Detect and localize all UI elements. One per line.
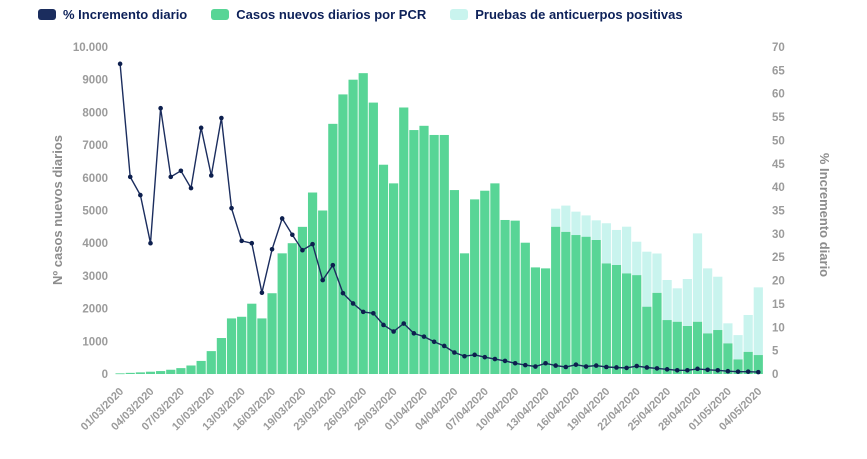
svg-text:% Incremento diario: % Incremento diario bbox=[817, 153, 832, 277]
svg-text:10.000: 10.000 bbox=[73, 42, 108, 54]
svg-text:1000: 1000 bbox=[82, 336, 108, 348]
svg-text:70: 70 bbox=[772, 42, 785, 54]
legend-item-casos-pcr[interactable]: Casos nuevos diarios por PCR bbox=[211, 7, 426, 22]
svg-text:9000: 9000 bbox=[82, 75, 108, 87]
svg-text:60: 60 bbox=[772, 89, 785, 101]
svg-text:35: 35 bbox=[772, 206, 785, 218]
svg-text:25: 25 bbox=[772, 252, 785, 264]
svg-text:15: 15 bbox=[772, 299, 785, 311]
svg-text:0: 0 bbox=[102, 369, 108, 381]
legend-label: Pruebas de anticuerpos positivas bbox=[475, 7, 683, 22]
svg-text:10: 10 bbox=[772, 322, 785, 334]
svg-text:0: 0 bbox=[772, 369, 778, 381]
svg-text:45: 45 bbox=[772, 159, 785, 171]
svg-text:40: 40 bbox=[772, 182, 785, 194]
svg-text:20: 20 bbox=[772, 276, 785, 288]
legend-label: Casos nuevos diarios por PCR bbox=[236, 7, 427, 22]
legend-item-incremento-diario[interactable]: % Incremento diario bbox=[38, 7, 187, 22]
svg-text:2000: 2000 bbox=[82, 304, 108, 316]
legend-swatch-antibody bbox=[450, 9, 469, 20]
legend-item-anticuerpos[interactable]: Pruebas de anticuerpos positivas bbox=[450, 7, 683, 22]
legend-swatch-pcr bbox=[211, 9, 230, 20]
svg-text:55: 55 bbox=[772, 112, 785, 124]
svg-text:6000: 6000 bbox=[82, 173, 108, 185]
svg-text:50: 50 bbox=[772, 135, 785, 147]
svg-text:8000: 8000 bbox=[82, 107, 108, 119]
legend-label: % Incremento diario bbox=[63, 7, 188, 22]
svg-text:65: 65 bbox=[772, 65, 785, 77]
svg-text:5: 5 bbox=[772, 346, 779, 358]
svg-text:5000: 5000 bbox=[82, 206, 108, 218]
svg-text:30: 30 bbox=[772, 229, 785, 241]
svg-text:Nº casos nuevos diarios: Nº casos nuevos diarios bbox=[50, 135, 65, 285]
svg-text:3000: 3000 bbox=[82, 271, 108, 283]
svg-text:4000: 4000 bbox=[82, 238, 108, 250]
svg-text:7000: 7000 bbox=[82, 140, 108, 152]
legend-swatch-line bbox=[38, 9, 56, 20]
chart-legend: % Incremento diario Casos nuevos diarios… bbox=[38, 7, 683, 22]
